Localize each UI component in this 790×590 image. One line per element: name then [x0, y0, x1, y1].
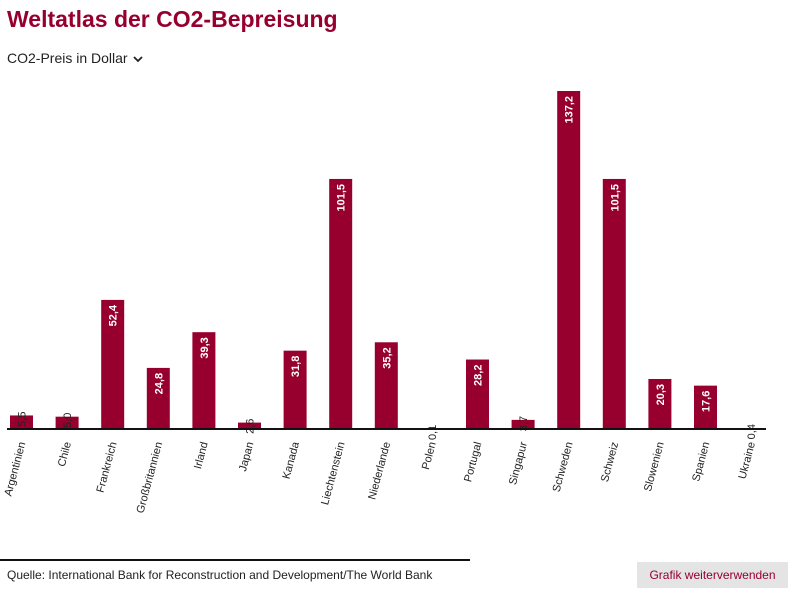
- divider: [0, 559, 470, 561]
- bar: [55, 416, 79, 429]
- metric-selector[interactable]: CO2-Preis in Dollar: [7, 50, 143, 66]
- reuse-graphic-button[interactable]: Grafik weiterverwenden: [637, 562, 788, 588]
- x-tick-label: Slowenien: [642, 441, 667, 493]
- value-label: 39,3: [199, 337, 211, 358]
- value-label: 3,7: [518, 416, 530, 431]
- bar: [329, 178, 353, 429]
- bar-chart: 5,5 Argentinien 5,0 Chile 52,4 Frankreich 24,8…: [2, 91, 766, 515]
- bar: [511, 419, 535, 429]
- bar: [10, 415, 33, 429]
- source-note: Quelle: International Bank for Reconstru…: [7, 568, 433, 582]
- value-label: 5,0: [62, 413, 74, 428]
- x-tick-label: Argentinien: [2, 441, 28, 498]
- x-tick-label: Frankreich: [95, 441, 120, 494]
- value-label: 2,6: [245, 419, 257, 434]
- bar: [557, 91, 581, 429]
- value-label: 28,2: [473, 365, 485, 386]
- bar: [602, 178, 626, 429]
- x-tick-label: Ukraine: [737, 441, 758, 481]
- value-label: 101,5: [609, 184, 621, 212]
- bar: [283, 350, 307, 429]
- value-label: 20,3: [655, 384, 667, 405]
- value-label: 24,8: [153, 373, 165, 394]
- bar: [146, 367, 170, 429]
- x-tick-label: Japan: [237, 441, 256, 473]
- bar: [374, 342, 398, 429]
- value-label: 17,6: [701, 391, 713, 412]
- bar: [694, 385, 717, 429]
- bar: [192, 332, 216, 429]
- bar: [648, 378, 672, 429]
- x-tick-label: Irland: [192, 441, 211, 471]
- value-label: 52,4: [108, 304, 120, 326]
- value-label: 35,2: [381, 347, 393, 368]
- x-tick-label: Niederlande: [366, 441, 393, 501]
- value-label: 0,1: [427, 425, 439, 440]
- x-tick-label: Singapur: [507, 440, 530, 486]
- x-tick-label: Spanien: [690, 441, 712, 483]
- x-tick-label: Chile: [56, 441, 74, 468]
- x-tick-label: Schweiz: [599, 441, 621, 484]
- x-tick-label: Kanada: [281, 440, 303, 481]
- bar: [466, 359, 489, 429]
- x-tick-label: Schweden: [551, 441, 576, 494]
- chart-title: Weltatlas der CO2-Bepreisung: [7, 6, 338, 32]
- value-label: 137,2: [564, 96, 576, 124]
- x-tick-label: Polen: [420, 441, 439, 471]
- bar: [238, 422, 261, 429]
- bar: [101, 299, 125, 429]
- value-label: 0,4: [746, 424, 758, 439]
- x-tick-label: Liechtenstein: [319, 441, 347, 507]
- x-tick-label: Großbritannien: [135, 441, 166, 515]
- x-tick-label: Portugal: [462, 441, 484, 484]
- value-label: 5,5: [17, 411, 29, 426]
- value-label: 101,5: [336, 184, 348, 212]
- chevron-down-icon: [132, 50, 143, 66]
- metric-selector-label: CO2-Preis in Dollar: [7, 50, 128, 66]
- value-label: 31,8: [290, 356, 302, 377]
